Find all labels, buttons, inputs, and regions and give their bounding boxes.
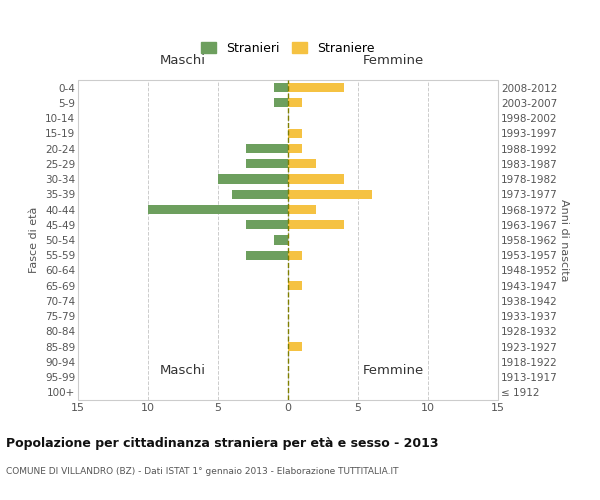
Bar [288,190,372,199]
Text: Femmine: Femmine [362,54,424,67]
Bar [288,220,344,230]
Bar [288,144,302,153]
Bar [274,83,288,92]
Bar [274,98,288,108]
Bar [274,236,288,244]
Bar [246,250,288,260]
Bar [288,205,316,214]
Bar [288,174,344,184]
Y-axis label: Fasce di età: Fasce di età [29,207,40,273]
Bar [288,342,302,351]
Bar [288,281,302,290]
Bar [246,144,288,153]
Bar [246,159,288,168]
Bar [288,159,316,168]
Legend: Stranieri, Straniere: Stranieri, Straniere [197,38,379,58]
Bar [288,250,302,260]
Text: Maschi: Maschi [160,54,206,67]
Bar [288,83,344,92]
Bar [78,80,498,400]
Bar [232,190,288,199]
Text: COMUNE DI VILLANDRO (BZ) - Dati ISTAT 1° gennaio 2013 - Elaborazione TUTTITALIA.: COMUNE DI VILLANDRO (BZ) - Dati ISTAT 1°… [6,468,398,476]
Bar [246,220,288,230]
Y-axis label: Anni di nascita: Anni di nascita [559,198,569,281]
Bar [218,174,288,184]
Bar [288,98,302,108]
Bar [288,129,302,138]
Text: Popolazione per cittadinanza straniera per età e sesso - 2013: Popolazione per cittadinanza straniera p… [6,438,439,450]
Text: Femmine: Femmine [362,364,424,376]
Text: Maschi: Maschi [160,364,206,376]
Bar [148,205,288,214]
